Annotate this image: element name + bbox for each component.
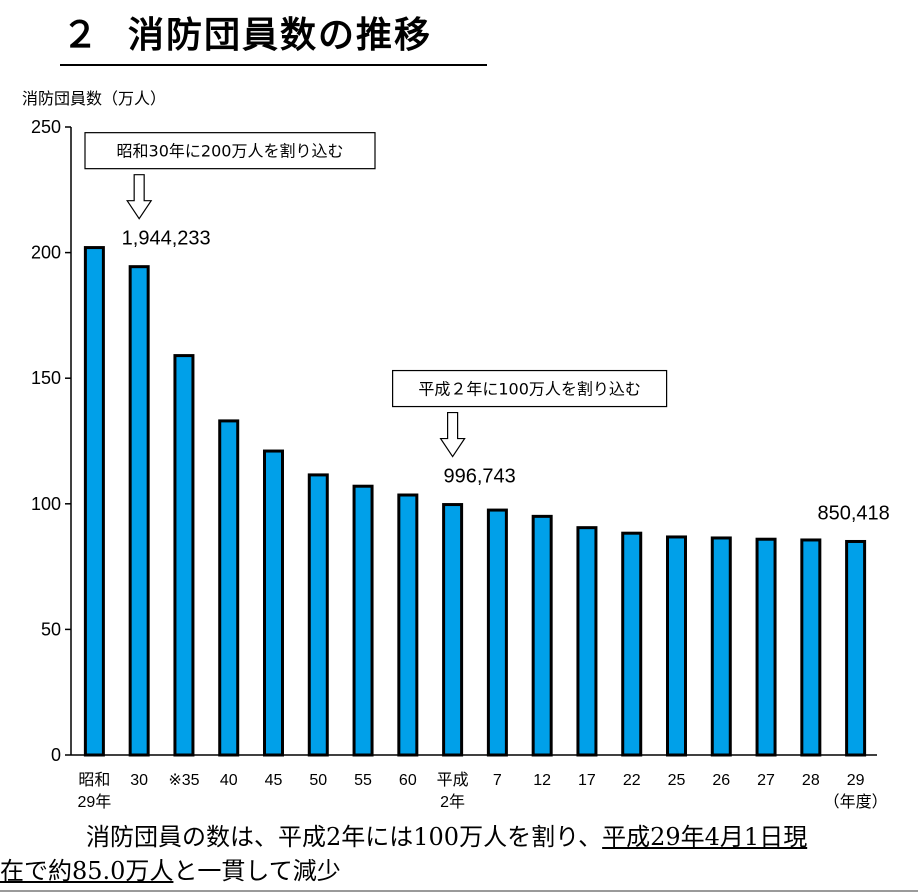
x-tick-label: 55 <box>354 772 372 789</box>
bar <box>576 526 598 757</box>
bar <box>442 503 464 757</box>
x-tick-label: 30 <box>130 772 148 789</box>
x-tick-label: 29年 <box>77 793 111 811</box>
callout-box <box>84 132 376 170</box>
bar <box>666 535 687 757</box>
x-tick-label: 26 <box>712 772 730 789</box>
y-tick-labels: 0 50 100 150 200 250 <box>31 117 61 765</box>
chart-axes <box>65 126 877 756</box>
bar <box>800 538 822 757</box>
chart-annotations: 1,944,233 996,743 850,418 昭和30年に200万人を割り込む平… <box>84 132 890 524</box>
x-tick-label: ※35 <box>168 772 199 789</box>
callout: 昭和30年に200万人を割り込む <box>84 132 376 220</box>
callout-label: 平成２年に100万人を割り込む <box>418 380 641 399</box>
callout-box <box>392 369 668 408</box>
bar <box>218 419 240 757</box>
bar <box>845 539 867 757</box>
summary-part-3: 在で約85.0万人 <box>0 857 174 885</box>
y-tick-label: 0 <box>51 745 61 765</box>
data-label: 996,743 <box>443 466 515 488</box>
x-tick-label: 昭和 <box>78 771 110 789</box>
bar <box>531 514 553 757</box>
y-tick-label: 50 <box>41 619 61 639</box>
x-tick-label: 28 <box>802 772 820 789</box>
y-tick-label: 150 <box>31 368 61 388</box>
data-label: 850,418 <box>817 502 889 524</box>
bar <box>263 449 284 757</box>
x-tick-label: 60 <box>399 772 417 789</box>
x-tick-label: 50 <box>309 772 327 789</box>
down-arrow-icon <box>439 411 466 458</box>
title-underline <box>60 64 487 66</box>
x-tick-label: 12 <box>533 772 551 789</box>
x-tick-label: 25 <box>668 772 686 789</box>
bar <box>307 473 329 757</box>
x-tick-label: 40 <box>220 772 238 789</box>
bottom-divider <box>0 890 918 892</box>
bar <box>173 354 195 757</box>
bar-chart: 消防団員数（万人） 0 50 100 150 200 250 昭和 29年 30 ※35 40 45… <box>22 89 890 811</box>
y-tick-label: 250 <box>31 117 61 137</box>
x-tick-label: 27 <box>757 772 775 789</box>
bar <box>710 536 732 757</box>
bar <box>83 246 105 757</box>
summary-text: 消防団員の数は、平成2年には100万人を割り、平成29年4月1日現在で約85.0… <box>0 820 918 888</box>
x-tick-label: 平成 <box>437 771 469 789</box>
x-tick-label: 17 <box>578 772 596 789</box>
bar <box>755 537 777 757</box>
callout-label: 昭和30年に200万人を割り込む <box>117 142 344 161</box>
title-number: ２ <box>62 15 101 56</box>
x-tick-label: 45 <box>265 772 283 789</box>
data-label: 1,944,233 <box>122 228 211 250</box>
bar <box>397 493 419 757</box>
summary-part-2: 平成29年4月1日現 <box>602 823 808 851</box>
bar <box>486 508 508 757</box>
summary-part-4: と一貫して減少 <box>173 857 341 885</box>
x-tick-label: 2年 <box>440 793 465 811</box>
y-tick-label: 200 <box>31 243 61 263</box>
page-title: ２ 消防団員数の推移 <box>62 8 432 64</box>
x-unit-label: （年度） <box>824 793 888 811</box>
x-tick-label: 22 <box>623 772 641 789</box>
y-axis-label: 消防団員数（万人） <box>22 89 166 108</box>
bar <box>128 265 150 757</box>
x-tick-label: 7 <box>493 772 502 789</box>
x-tick-labels: 昭和 29年 30 ※35 40 45 50 55 60 平成 2年 7 12 17 22 25 26 27 28 2… <box>77 771 887 811</box>
bar <box>621 531 643 757</box>
summary-part-1: 消防団員の数は、平成2年には100万人を割り、 <box>86 823 603 851</box>
x-tick-label: 29 <box>847 772 865 789</box>
y-tick-label: 100 <box>31 494 61 514</box>
title-text: 消防団員数の推移 <box>128 15 433 56</box>
bar <box>352 484 374 757</box>
down-arrow-icon <box>126 174 153 220</box>
chart-bars <box>83 246 867 757</box>
callout: 平成２年に100万人を割り込む <box>392 369 668 458</box>
